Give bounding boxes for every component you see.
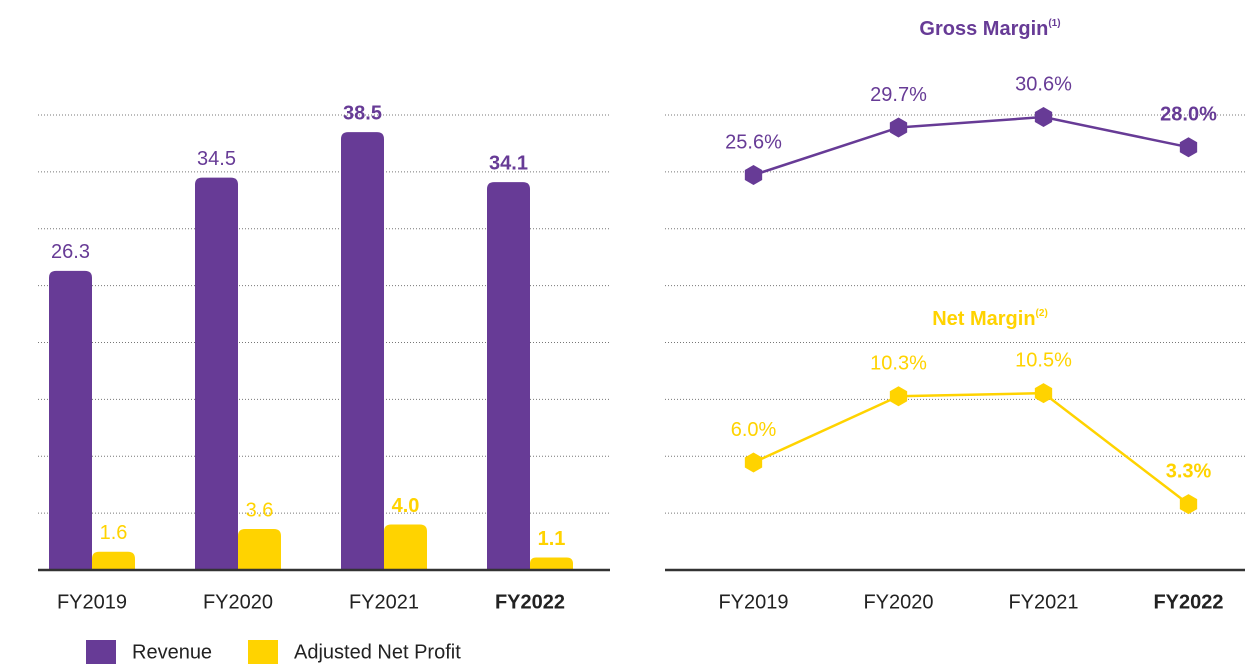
point-marker (1179, 494, 1198, 515)
point-marker (1179, 137, 1198, 158)
data-label: 34.5 (197, 148, 236, 170)
data-label: 30.6% (1015, 73, 1072, 95)
data-label: 25.6% (725, 131, 782, 153)
bar (238, 529, 281, 570)
data-label: 38.5 (343, 102, 382, 124)
line (752, 391, 1190, 506)
point-marker (889, 386, 908, 407)
data-label: 6.0% (731, 419, 777, 441)
x-tick-label: FY2020 (863, 591, 933, 613)
x-tick-label: FY2022 (1153, 591, 1223, 613)
point-marker (744, 452, 763, 473)
bar (341, 132, 384, 570)
data-label: 1.1 (538, 528, 566, 550)
point-marker (889, 117, 908, 138)
data-label: 34.1 (489, 152, 528, 174)
panel-title-note: (1) (1048, 18, 1060, 29)
legend-label: Adjusted Net Profit (294, 641, 461, 663)
legend-swatch (86, 640, 116, 664)
bar (195, 177, 238, 570)
bar (384, 524, 427, 570)
data-label: 29.7% (870, 84, 927, 106)
legend-swatch (248, 640, 278, 664)
panel-title-note: (2) (1036, 308, 1048, 319)
bar (487, 182, 530, 571)
x-tick-label: FY2022 (495, 591, 565, 613)
data-label: 3.6 (246, 499, 274, 521)
line (753, 115, 1189, 177)
point-marker (1034, 107, 1053, 128)
x-tick-label: FY2020 (203, 591, 273, 613)
data-label: 3.3% (1166, 460, 1212, 482)
panel-title: Gross Margin(1) (919, 18, 1060, 41)
panel-title-text: Net Margin (932, 308, 1035, 330)
data-label: 10.3% (870, 352, 927, 374)
point-marker (1034, 383, 1053, 404)
bar (49, 270, 92, 570)
x-tick-label: FY2021 (1008, 591, 1078, 613)
data-label: 4.0 (392, 495, 420, 517)
point-marker (744, 165, 763, 186)
legend-label: Revenue (132, 641, 212, 663)
bar (92, 551, 135, 570)
data-label: 26.3 (51, 241, 90, 263)
data-label: 28.0% (1160, 103, 1217, 125)
x-tick-label: FY2019 (57, 591, 127, 613)
bar (530, 557, 573, 570)
x-tick-label: FY2021 (349, 591, 419, 613)
x-tick-label: FY2019 (718, 591, 788, 613)
data-label: 10.5% (1015, 349, 1072, 371)
data-label: 1.6 (100, 522, 128, 544)
panel-title-text: Gross Margin (919, 18, 1048, 40)
panel-title: Net Margin(2) (932, 308, 1048, 331)
